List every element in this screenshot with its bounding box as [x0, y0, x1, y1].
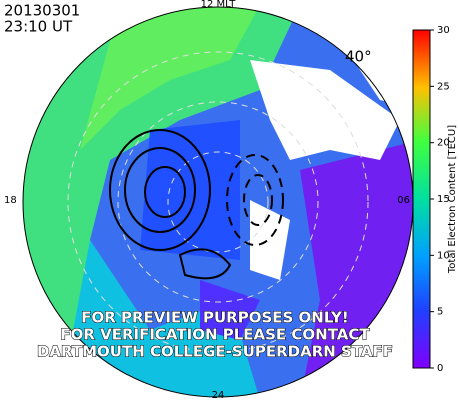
date: 20130301	[4, 2, 80, 20]
latitude-label: 40°	[345, 48, 372, 66]
time: 23:10 UT	[4, 18, 73, 36]
colorbar-tick-label: 30	[437, 25, 450, 36]
tec-map	[23, 7, 413, 397]
watermark-line: DARTMOUTH COLLEGE-SUPERDARN STAFF	[37, 343, 393, 361]
colorbar-tick-label: 10	[437, 250, 450, 261]
negative-contours	[226, 154, 284, 246]
colorbar-tick-label: 25	[437, 81, 450, 92]
colorbar-tick-label: 5	[437, 307, 443, 318]
left-label: 18	[4, 195, 17, 206]
watermark-line: FOR VERIFICATION PLEASE CONTACT	[60, 326, 370, 344]
colorbar-tick-label: 0	[437, 363, 443, 374]
top-label: 12 MLT	[201, 0, 237, 10]
watermark-line: FOR PREVIEW PURPOSES ONLY!	[81, 309, 349, 327]
right-label: 06	[397, 195, 410, 206]
colorbar-tick-label: 15	[437, 194, 450, 205]
potential-contours	[109, 129, 232, 280]
colorbar-tick-label: 20	[437, 138, 450, 149]
bottom-label: 24	[212, 390, 225, 400]
latitude-rings	[67, 51, 369, 353]
colorbar-label: Total Electron Content [TECU]	[447, 125, 458, 274]
colorbar	[412, 29, 431, 369]
